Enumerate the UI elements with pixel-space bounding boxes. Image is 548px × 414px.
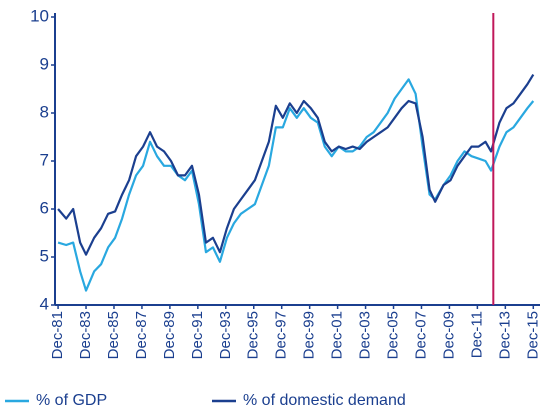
x-tick-label: Dec-87 bbox=[133, 311, 150, 359]
x-tick-label: Dec-07 bbox=[412, 311, 429, 359]
series-line bbox=[57, 74, 535, 256]
y-tick-label: 4 bbox=[40, 294, 49, 313]
x-tick-label: Dec-91 bbox=[189, 311, 206, 359]
x-tick-label: Dec-95 bbox=[245, 311, 262, 359]
y-tick-label: 6 bbox=[40, 198, 49, 217]
x-tick-label: Dec-99 bbox=[301, 311, 318, 359]
x-tick-label: Dec-03 bbox=[357, 311, 374, 359]
x-tick-label: Dec-85 bbox=[105, 311, 122, 359]
x-tick-label: Dec-01 bbox=[329, 311, 346, 359]
x-tick-label: Dec-83 bbox=[77, 311, 94, 359]
x-tick-label: Dec-93 bbox=[217, 311, 234, 359]
legend-label: % of GDP bbox=[36, 392, 107, 409]
y-tick-label: 10 bbox=[30, 6, 49, 25]
y-tick-label: 7 bbox=[40, 150, 49, 169]
y-tick-label: 9 bbox=[40, 54, 49, 73]
x-tick-label: Dec-09 bbox=[440, 311, 457, 359]
x-tick-label: Dec-81 bbox=[49, 311, 66, 359]
x-tick-label: Dec-11 bbox=[468, 311, 485, 358]
x-tick-label: Dec-05 bbox=[384, 311, 401, 359]
x-tick-label: Dec-13 bbox=[496, 311, 513, 359]
y-tick-label: 5 bbox=[40, 246, 49, 265]
legend-label: % of domestic demand bbox=[243, 392, 406, 409]
y-tick-label: 8 bbox=[40, 102, 49, 121]
x-tick-label: Dec-89 bbox=[161, 311, 178, 359]
x-tick-label: Dec-97 bbox=[273, 311, 290, 359]
series-line bbox=[57, 78, 535, 292]
x-tick-label: Dec-15 bbox=[524, 311, 541, 359]
